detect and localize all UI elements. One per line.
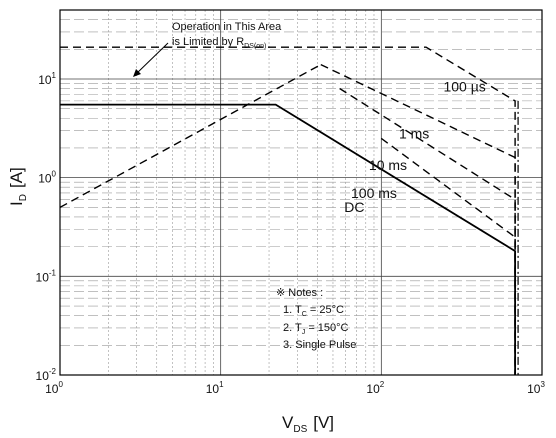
y-tick-label: 10-2 <box>36 367 57 383</box>
x-tick-base: 10 <box>366 382 380 396</box>
rds-annotation-main: is Limited by R <box>172 36 244 48</box>
note-1-pre: 1. T <box>283 304 302 316</box>
y-tick-label: 10-1 <box>36 268 57 284</box>
rds-annotation-line2: is Limited by RDS(on) <box>172 36 266 50</box>
series-line-rds-limit <box>60 65 321 208</box>
series-line-dc <box>60 105 515 375</box>
series-line-100-ms <box>381 138 515 375</box>
series-label: 10 ms <box>369 157 407 173</box>
rds-annotation-line1: Operation in This Area <box>172 21 282 33</box>
y-tick-base: 10 <box>36 369 50 383</box>
grid-major <box>60 10 542 375</box>
x-tick-base: 10 <box>527 382 541 396</box>
x-tick-base: 10 <box>45 382 59 396</box>
x-tick-base: 10 <box>206 382 220 396</box>
series-label: 1 ms <box>399 125 429 141</box>
x-tick-exponent: 2 <box>380 380 385 389</box>
x-tick-exponent: 1 <box>219 380 224 389</box>
x-tick-label: 101 <box>206 380 224 396</box>
note-2: 2. TJ = 150°C <box>283 322 349 336</box>
note-3: 3. Single Pulse <box>283 339 356 351</box>
note-2-post: = 150°C <box>305 322 348 334</box>
y-tick-exponent: 1 <box>52 71 57 80</box>
plot-frame <box>60 10 542 375</box>
x-axis-label-unit: [V] <box>313 413 334 432</box>
x-axis-label-main: V <box>282 413 294 432</box>
y-tick-base: 10 <box>38 73 52 87</box>
x-tick-exponent: 3 <box>540 380 545 389</box>
rds-annotation-sub: DS(on) <box>244 43 266 50</box>
series-line-1-ms <box>321 65 515 375</box>
x-tick-exponent: 0 <box>58 380 63 389</box>
y-tick-label: 101 <box>38 71 56 87</box>
grid-minor <box>60 10 542 375</box>
x-tick-label: 102 <box>366 380 384 396</box>
y-axis-label-sub: D <box>18 194 29 201</box>
x-axis-label: VDS [V] <box>282 413 334 435</box>
series-label: DC <box>344 199 364 215</box>
x-axis-label-sub: DS <box>293 424 307 435</box>
note-2-pre: 2. T <box>283 322 302 334</box>
x-tick-label: 103 <box>527 380 545 396</box>
y-tick-exponent: -1 <box>49 268 57 277</box>
y-tick-label: 100 <box>38 170 56 186</box>
notes-title: ※ Notes : <box>276 287 323 299</box>
note-1-post: = 25°C <box>307 304 344 316</box>
y-tick-base: 10 <box>38 172 52 186</box>
y-tick-base: 10 <box>36 270 50 284</box>
y-tick-exponent: 0 <box>52 170 57 179</box>
y-tick-exponent: -2 <box>49 367 57 376</box>
note-1: 1. TC = 25°C <box>283 304 344 318</box>
y-axis-label-unit: [A] <box>7 167 26 188</box>
series-label: 100 µs <box>443 78 485 94</box>
y-axis-label: ID[A] <box>7 167 29 206</box>
